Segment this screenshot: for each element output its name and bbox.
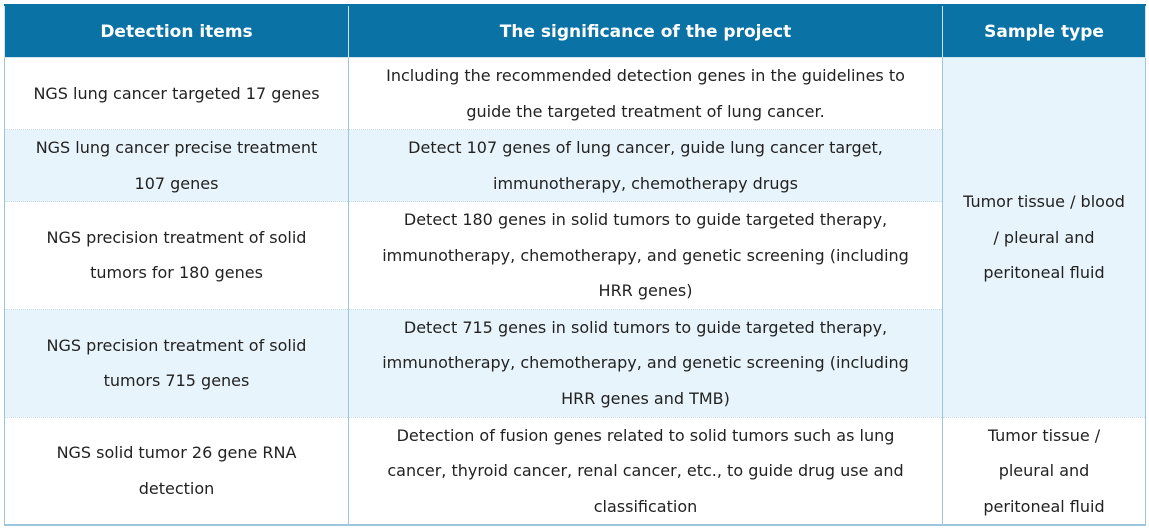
table-header-row: Detection items The significance of the …: [4, 4, 1146, 58]
sample-type-text: Tumor tissue / blood: [963, 192, 1125, 211]
detection-table-container: Detection items The significance of the …: [4, 4, 1146, 526]
detection-item-text: NGS lung cancer precise treatment: [35, 138, 318, 157]
significance-text: immunotherapy, chemotherapy, and genetic…: [382, 353, 909, 373]
significance-cell: Including the recommended detection gene…: [348, 57, 943, 130]
table-row: NGS solid tumor 26 gene RNA detection De…: [4, 416, 1146, 526]
detection-item-text: detection: [138, 478, 215, 498]
detection-item-text: NGS lung cancer targeted 17 genes: [33, 83, 320, 103]
header-detection-items: Detection items: [4, 4, 349, 58]
table-row: NGS precision treatment of solid tumors …: [4, 201, 1146, 310]
sample-type-text: peritoneal fluid: [983, 263, 1105, 282]
sample-type-text: / pleural and: [993, 227, 1095, 247]
detection-item-text: NGS precision treatment of solid: [46, 335, 307, 355]
detection-items-table: Detection items The significance of the …: [4, 4, 1146, 526]
significance-text: guide the targeted treatment of lung can…: [466, 101, 825, 121]
sample-type-text: pleural and: [998, 461, 1090, 480]
significance-cell: Detect 107 genes of lung cancer, guide l…: [348, 129, 943, 202]
significance-text: Including the recommended detection gene…: [386, 66, 905, 85]
significance-text: classification: [593, 496, 698, 516]
significance-cell: Detect 715 genes in solid tumors to guid…: [348, 308, 943, 418]
significance-text: Detect 715 genes in solid tumors to guid…: [403, 317, 888, 337]
significance-text: cancer, thyroid cancer, renal cancer, et…: [387, 461, 904, 480]
detection-item-text: NGS precision treatment of solid: [46, 227, 307, 247]
detection-item-cell: NGS solid tumor 26 gene RNA detection: [4, 416, 349, 526]
detection-item-cell: NGS precision treatment of solid tumors …: [4, 308, 349, 418]
significance-text: Detect 180 genes in solid tumors to guid…: [403, 210, 888, 229]
significance-text: Detect 107 genes of lung cancer, guide l…: [408, 138, 883, 157]
sample-type-text: peritoneal fluid: [983, 496, 1105, 516]
header-significance: The significance of the project: [348, 4, 943, 58]
significance-cell: Detection of fusion genes related to sol…: [348, 416, 943, 526]
sample-type-cell: Tumor tissue / pleural and peritoneal fl…: [942, 416, 1146, 526]
header-sample-type: Sample type: [942, 4, 1146, 58]
detection-item-text: NGS solid tumor 26 gene RNA: [56, 443, 297, 463]
table-row: NGS precision treatment of solid tumors …: [4, 308, 1146, 418]
sample-type-cell: Tumor tissue / blood / pleural and perit…: [942, 57, 1146, 418]
detection-item-text: tumors 715 genes: [103, 371, 250, 390]
detection-item-text: 107 genes: [134, 173, 219, 193]
significance-cell: Detect 180 genes in solid tumors to guid…: [348, 201, 943, 310]
detection-item-cell: NGS lung cancer precise treatment 107 ge…: [4, 129, 349, 202]
significance-text: HRR genes and TMB): [561, 388, 730, 408]
significance-text: immunotherapy, chemotherapy drugs: [493, 173, 798, 193]
detection-item-text: tumors for 180 genes: [90, 263, 263, 283]
detection-item-cell: NGS lung cancer targeted 17 genes: [4, 57, 349, 130]
significance-text: Detection of fusion genes related to sol…: [396, 425, 895, 445]
significance-text: HRR genes): [598, 281, 693, 300]
table-row: NGS lung cancer precise treatment 107 ge…: [4, 129, 1146, 202]
sample-type-text: Tumor tissue /: [987, 425, 1101, 445]
significance-text: immunotherapy, chemotherapy, and genetic…: [382, 245, 909, 265]
detection-item-cell: NGS precision treatment of solid tumors …: [4, 201, 349, 310]
table-row: NGS lung cancer targeted 17 genes Includ…: [4, 57, 1146, 418]
